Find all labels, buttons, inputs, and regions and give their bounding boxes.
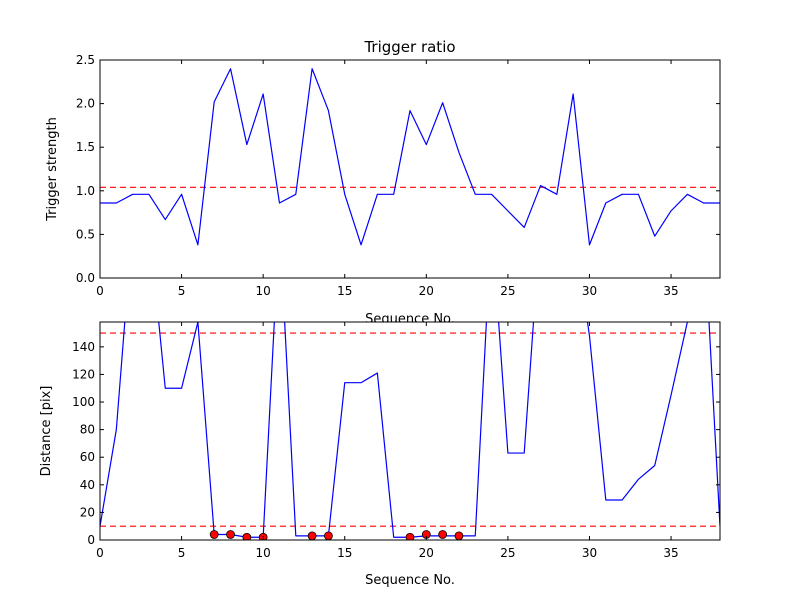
x-tick-label: 15	[337, 546, 352, 560]
y-tick-label: 0	[87, 533, 95, 547]
data-point	[226, 530, 235, 539]
data-point	[405, 532, 415, 540]
y-tick-label: 2.0	[76, 97, 95, 111]
x-tick-label: 10	[256, 546, 271, 560]
x-tick-label: 0	[96, 284, 104, 298]
series-line	[100, 68, 720, 246]
x-axis-label: Sequence No.	[365, 573, 455, 588]
y-tick-label: 1.0	[76, 184, 95, 198]
x-tick-label: 20	[419, 284, 434, 298]
x-tick-label: 25	[500, 284, 515, 298]
y-tick-label: 100	[72, 395, 95, 409]
x-tick-label: 10	[256, 284, 271, 298]
data-point	[454, 531, 464, 540]
x-tick-label: 30	[582, 284, 597, 298]
y-axis-label: Distance [pix]	[39, 386, 54, 477]
x-tick-label: 30	[582, 546, 597, 560]
y-tick-label: 120	[72, 367, 95, 381]
plot-background	[100, 60, 720, 278]
y-tick-label: 20	[80, 505, 95, 519]
x-tick-label: 20	[419, 546, 434, 560]
x-tick-label: 0	[96, 546, 104, 560]
y-tick-label: 40	[80, 478, 95, 492]
plot-background	[100, 322, 720, 540]
y-axis-label: Trigger strength	[45, 117, 60, 222]
data-point	[242, 532, 252, 540]
x-tick-label: 25	[500, 546, 515, 560]
distance-chart: 0 5 10 15 20 25 30 35 0 20 40 60 80 100 120 140 Sequenc…	[39, 321, 721, 588]
data-point	[324, 531, 333, 540]
y-tick-label: 60	[80, 450, 95, 464]
x-tick-label: 5	[178, 546, 186, 560]
x-tick-label: 35	[663, 284, 678, 298]
x-tick-label: 5	[178, 284, 186, 298]
chart-title: Trigger ratio	[363, 38, 455, 56]
y-tick-label: 80	[80, 423, 95, 437]
y-tick-label: 0.5	[76, 227, 95, 241]
y-tick-label: 0.0	[76, 271, 95, 285]
y-tick-label: 2.5	[76, 53, 95, 67]
plot-frame	[99, 321, 721, 541]
x-tick-label: 35	[663, 546, 678, 560]
x-tick-label: 15	[337, 284, 352, 298]
plot-frame	[99, 59, 721, 279]
y-tick-label: 140	[72, 340, 95, 354]
data-point	[307, 531, 317, 540]
trigger-ratio-chart: Trigger ratio 0 5 10 15 20 25 30 35 0.0 0.5 1.0 1.5…	[45, 38, 721, 327]
data-point	[438, 530, 448, 539]
data-point	[209, 530, 219, 539]
y-tick-label: 1.5	[76, 140, 95, 154]
